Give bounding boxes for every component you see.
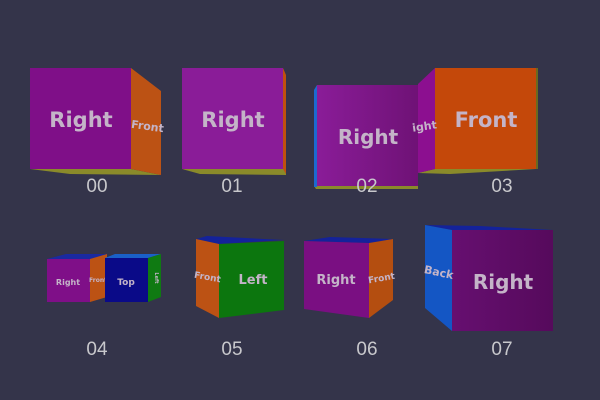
cube-03: Front ight 03	[411, 68, 538, 197]
face-label: Right	[201, 108, 264, 132]
cube-top-face	[196, 236, 284, 244]
cube-00: Right Front 00	[30, 68, 165, 197]
cube-top-face	[304, 237, 393, 243]
face-label: Top	[117, 278, 135, 288]
cube-left-face	[148, 254, 161, 302]
cube-04: Right Front Top Left 04	[47, 254, 161, 360]
cube-06: Right Front 06	[304, 237, 396, 360]
cube-top-face	[425, 225, 553, 230]
cube-front-face	[131, 68, 161, 175]
face-label: Front	[193, 271, 222, 286]
cube-right-face	[182, 68, 283, 169]
cube-front-face	[196, 239, 219, 318]
cube-index-label: 04	[86, 339, 108, 360]
cube-index-label: 07	[491, 339, 512, 360]
cube-front-face	[435, 68, 536, 169]
face-label: ight	[411, 118, 437, 134]
cube-right-face	[47, 259, 90, 302]
cube-front-face	[369, 239, 393, 318]
face-label: Front	[89, 277, 107, 284]
face-label: Right	[49, 108, 112, 132]
cube-right-face	[317, 85, 418, 186]
face-label: Back	[423, 263, 455, 282]
face-label: Right	[338, 125, 399, 149]
cube-index-label: 05	[221, 339, 242, 360]
cube-back-face	[314, 85, 317, 187]
face-label: Right	[56, 278, 80, 287]
cube-05: Left Front 05	[193, 236, 284, 360]
face-label: Right	[316, 273, 355, 288]
cube-front-face	[283, 68, 286, 174]
cube-left-face	[219, 241, 284, 318]
cube-top-face	[105, 254, 161, 258]
face-label: Front	[368, 272, 397, 287]
cube-01: Right 01	[182, 68, 286, 197]
cube-index-label: 00	[86, 176, 107, 197]
cube-right-face	[418, 68, 435, 173]
cube-top-face-main	[105, 258, 148, 302]
cube-front-face	[90, 254, 107, 302]
cube-right-face	[30, 68, 131, 169]
cube-back-face	[425, 225, 452, 331]
cube-bottom-face	[30, 169, 161, 175]
cube-bottom-face	[314, 186, 418, 189]
cube-02: Right 02	[314, 85, 418, 197]
cube-top-face	[47, 254, 107, 259]
face-label: Front	[130, 118, 164, 135]
face-label: Right	[473, 270, 534, 294]
face-label: Left	[153, 272, 159, 284]
cube-right-face	[452, 230, 553, 331]
cube-index-label: 01	[221, 176, 242, 197]
cube-right-face	[304, 241, 369, 318]
cube-index-label: 02	[356, 176, 377, 197]
face-label: Left	[239, 273, 268, 288]
cube-index-label: 03	[491, 176, 512, 197]
face-label: Front	[455, 108, 518, 132]
cube-edge	[536, 68, 538, 169]
cube-bottom-face	[182, 169, 286, 175]
cube-bottom-face	[418, 169, 536, 174]
cube-index-label: 06	[356, 339, 377, 360]
cube-07: Right Back 07	[423, 225, 553, 360]
